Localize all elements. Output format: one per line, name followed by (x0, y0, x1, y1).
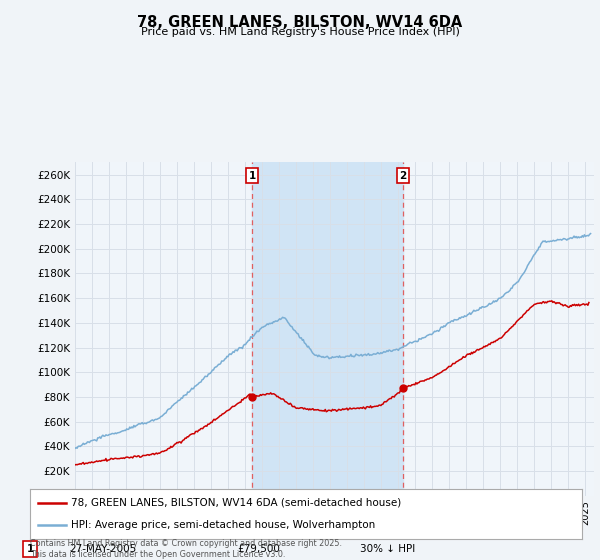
Text: 2: 2 (399, 171, 407, 181)
Text: 78, GREEN LANES, BILSTON, WV14 6DA: 78, GREEN LANES, BILSTON, WV14 6DA (137, 15, 463, 30)
Text: 1: 1 (248, 171, 256, 181)
Text: 1: 1 (26, 544, 34, 554)
Text: 78, GREEN LANES, BILSTON, WV14 6DA (semi-detached house): 78, GREEN LANES, BILSTON, WV14 6DA (semi… (71, 498, 401, 508)
Text: Price paid vs. HM Land Registry's House Price Index (HPI): Price paid vs. HM Land Registry's House … (140, 27, 460, 37)
Text: 30% ↓ HPI: 30% ↓ HPI (360, 544, 415, 554)
Text: Contains HM Land Registry data © Crown copyright and database right 2025.
This d: Contains HM Land Registry data © Crown c… (30, 539, 342, 559)
Text: 27-MAY-2005: 27-MAY-2005 (69, 544, 136, 554)
Text: HPI: Average price, semi-detached house, Wolverhampton: HPI: Average price, semi-detached house,… (71, 520, 376, 530)
Text: £79,500: £79,500 (237, 544, 280, 554)
Bar (252, 162, 403, 496)
